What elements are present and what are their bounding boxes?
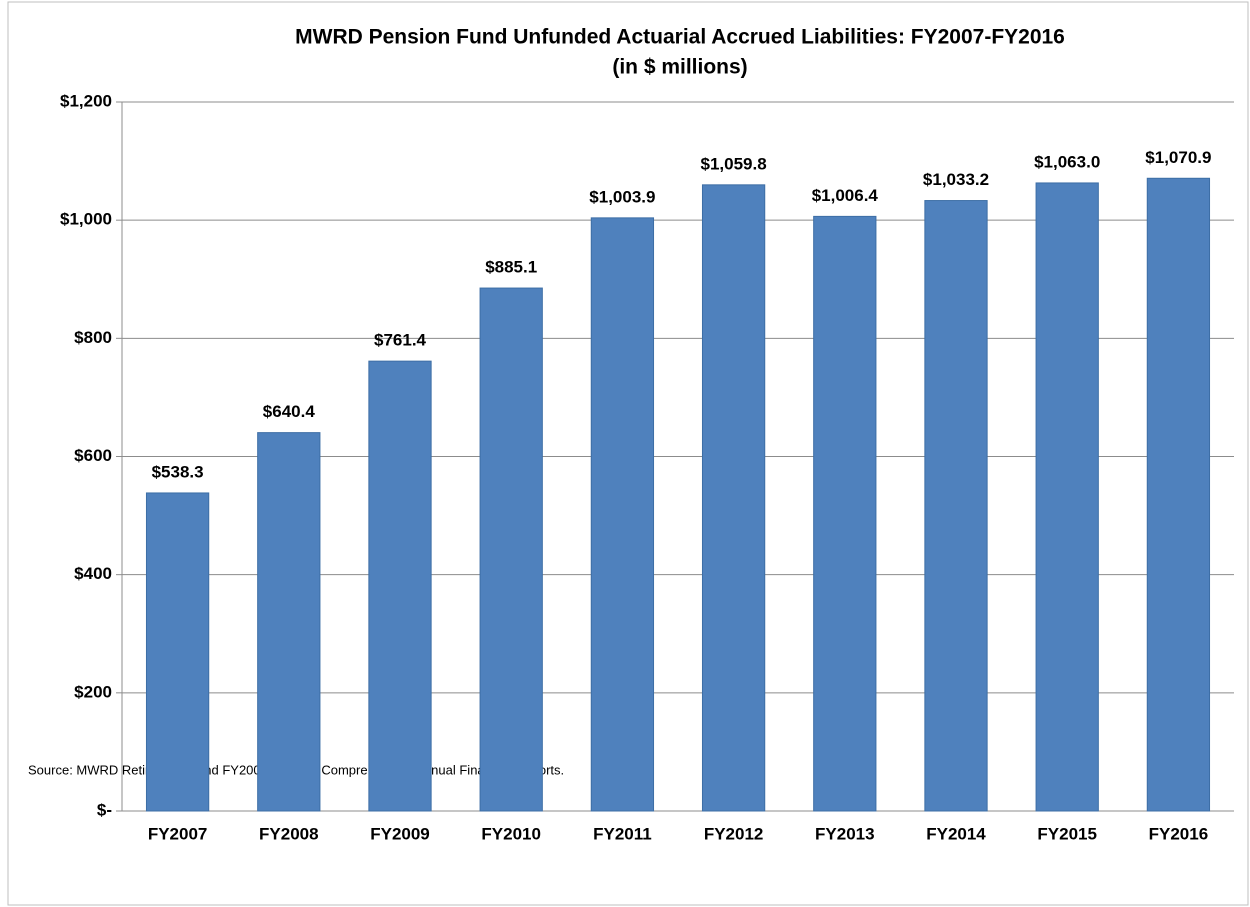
x-tick-label: FY2007 (148, 824, 208, 843)
x-tick-label: FY2016 (1149, 824, 1209, 843)
y-tick-label: $1,200 (60, 91, 112, 110)
value-label: $1,070.9 (1145, 148, 1211, 167)
chart-title: MWRD Pension Fund Unfunded Actuarial Acc… (295, 26, 1065, 49)
x-tick-label: FY2012 (704, 824, 764, 843)
x-tick-label: FY2008 (259, 824, 319, 843)
value-label: $1,063.0 (1034, 152, 1100, 171)
x-tick-label: FY2009 (370, 824, 430, 843)
chart-subtitle: (in $ millions) (612, 56, 747, 79)
bar (479, 287, 543, 812)
bar (813, 215, 877, 812)
x-tick-label: FY2011 (593, 824, 652, 843)
bar (1035, 182, 1099, 812)
value-label: $885.1 (485, 258, 537, 277)
x-tick-label: FY2015 (1037, 824, 1097, 843)
value-label: $1,006.4 (812, 186, 879, 205)
value-label: $1,059.8 (701, 154, 767, 173)
y-tick-label: $600 (74, 446, 112, 465)
bar (924, 200, 988, 812)
bar (701, 184, 766, 812)
value-label: $761.4 (374, 331, 427, 350)
bar (590, 217, 655, 812)
value-label: $1,033.2 (923, 170, 989, 189)
x-tick-label: FY2013 (815, 824, 875, 843)
value-label: $538.3 (152, 462, 204, 481)
bar (1146, 177, 1211, 812)
x-tick-label: FY2010 (481, 824, 541, 843)
y-tick-label: $400 (74, 564, 112, 583)
bar (257, 432, 321, 812)
x-tick-label: FY2014 (926, 824, 986, 843)
bar (368, 360, 432, 812)
y-tick-label: $- (97, 800, 112, 819)
value-label: $1,003.9 (589, 187, 655, 206)
y-tick-label: $1,000 (60, 210, 112, 229)
y-tick-label: $200 (74, 682, 112, 701)
y-tick-label: $800 (74, 328, 112, 347)
value-label: $640.4 (263, 402, 316, 421)
bar (145, 492, 210, 812)
